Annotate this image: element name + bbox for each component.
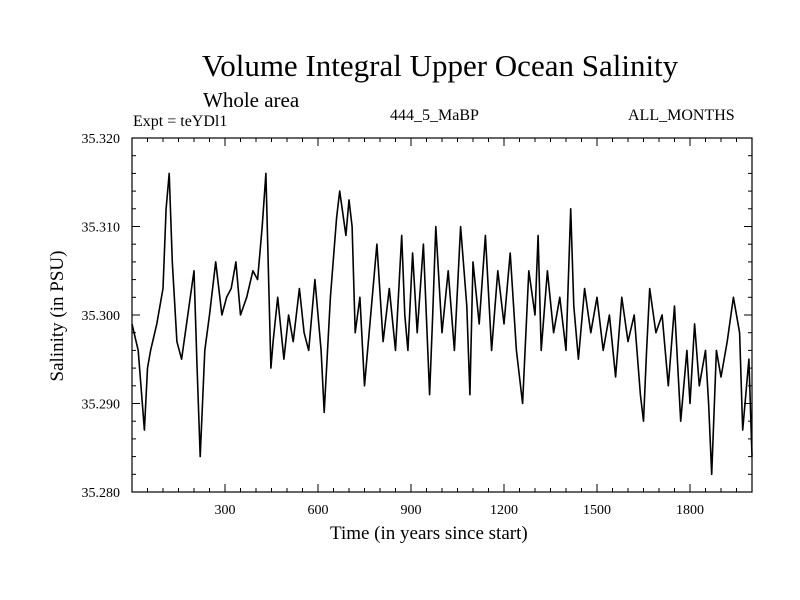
experiment-label: Expt = teYDl1 xyxy=(133,113,228,130)
series-line-salinity xyxy=(131,172,753,476)
x-tick-label: 1500 xyxy=(583,503,611,518)
y-tick-label: 35.310 xyxy=(82,221,121,236)
period-label: 444_5_MaBP xyxy=(390,107,479,124)
x-tick-label: 300 xyxy=(215,503,236,518)
y-axis-label: Salinity (in PSU) xyxy=(47,250,68,382)
y-tick-label: 35.300 xyxy=(82,309,121,324)
plot-frame xyxy=(131,137,753,493)
series-layer xyxy=(131,172,753,476)
x-tick-label: 900 xyxy=(401,503,422,518)
y-tick-label: 35.320 xyxy=(82,132,121,147)
chart-subtitle: Whole area xyxy=(203,88,300,112)
x-axis-label: Time (in years since start) xyxy=(330,523,528,544)
y-tick-label: 35.290 xyxy=(82,398,121,413)
y-tick-label: 35.280 xyxy=(82,486,121,501)
x-tick-label: 1800 xyxy=(676,503,704,518)
x-tick-label: 1200 xyxy=(490,503,518,518)
x-tick-label: 600 xyxy=(308,503,329,518)
chart-title: Volume Integral Upper Ocean Salinity xyxy=(201,48,679,83)
months-label: ALL_MONTHS xyxy=(628,107,735,124)
